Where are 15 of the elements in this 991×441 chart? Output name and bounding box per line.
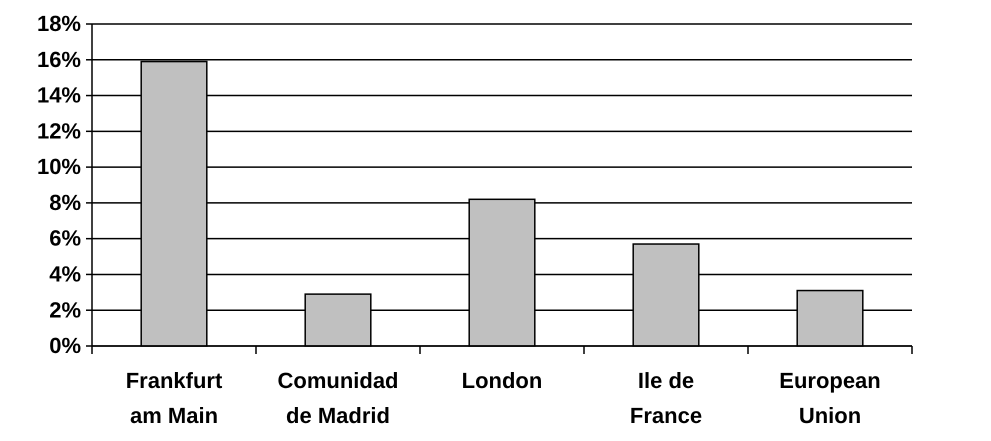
- y-tick-label: 6%: [49, 226, 81, 251]
- x-tick-label: Frankfurt am Main: [126, 368, 223, 428]
- y-tick-label: 18%: [36, 11, 81, 36]
- y-tick-label: 2%: [49, 297, 81, 322]
- y-tick-label: 4%: [49, 261, 81, 286]
- x-tick-label: Comunidad de Madrid: [278, 368, 398, 428]
- y-tick-label: 14%: [36, 82, 81, 108]
- x-tick-label: European Union: [779, 368, 881, 428]
- y-tick-label: 16%: [36, 46, 81, 72]
- y-tick-label: 10%: [36, 154, 81, 180]
- x-tick-label: London: [462, 368, 542, 393]
- x-tick-label: Ile de France: [630, 368, 702, 428]
- y-tick-label: 12%: [36, 118, 81, 144]
- y-tick-label: 8%: [49, 190, 81, 215]
- y-tick-label: 0%: [49, 333, 81, 358]
